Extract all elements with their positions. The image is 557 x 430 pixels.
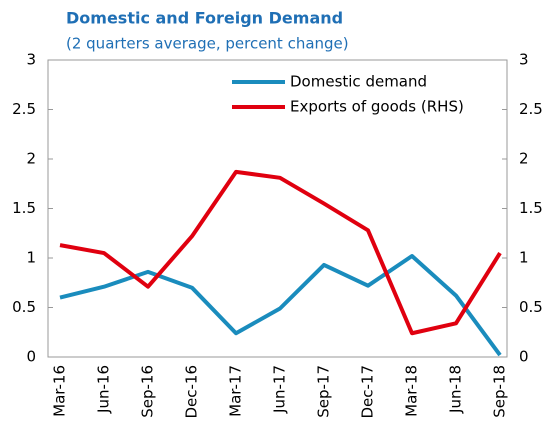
y-tick-label: 1 [26,249,36,267]
y2-tick-label: 0 [519,348,529,366]
y2-tick-label: 2 [519,150,529,168]
x-tick-label: Sep-16 [139,365,157,418]
x-tick-label: Jun-18 [447,365,465,414]
y-tick-label: 0.5 [12,298,36,316]
x-tick-label: Mar-17 [227,365,245,417]
y2-tick-label: 2.5 [519,100,543,118]
x-tick-label: Jun-17 [271,365,289,414]
y-tick-label: 3 [26,51,36,69]
x-tick-label: Sep-18 [491,365,509,418]
x-tick-label: Dec-16 [183,365,201,419]
x-tick-label: Mar-16 [51,365,69,417]
series-line [59,169,502,336]
y-tick-label: 1.5 [12,199,36,217]
x-tick-label: Mar-18 [403,365,421,417]
legend-label: Domestic demand [290,73,427,91]
x-tick-label: Sep-17 [315,365,333,418]
y2-tick-label: 1 [519,249,529,267]
chart-title: Domestic and Foreign Demand [66,9,343,28]
y2-tick-label: 3 [519,51,529,69]
x-tick-label: Dec-17 [359,365,377,419]
legend-label: Exports of goods (RHS) [290,98,464,116]
y2-tick-label: 0.5 [519,298,543,316]
chart-subtitle: (2 quarters average, percent change) [66,35,349,53]
y-tick-label: 0 [26,348,36,366]
y2-tick-label: 1.5 [519,199,543,217]
y-tick-label: 2 [26,150,36,168]
y-tick-label: 2.5 [12,100,36,118]
x-tick-label: Jun-16 [95,365,113,414]
